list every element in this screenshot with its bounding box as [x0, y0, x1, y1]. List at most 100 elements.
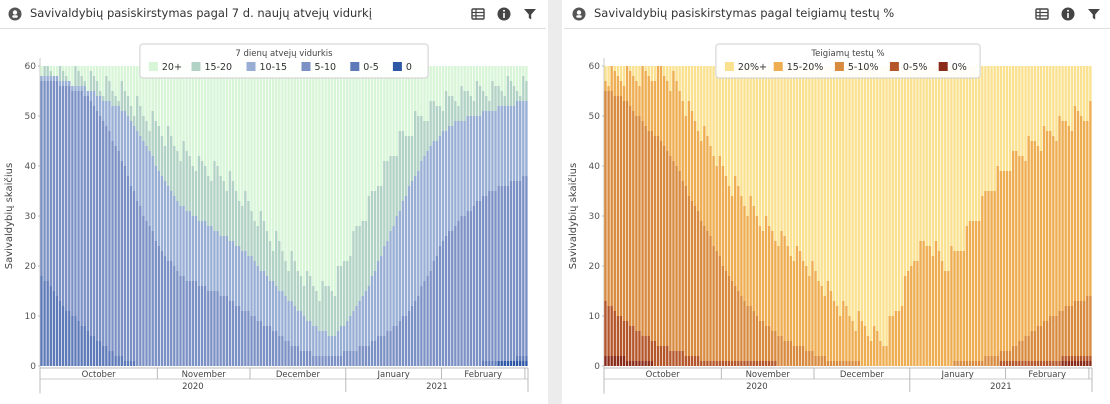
bar-segment[interactable] — [650, 81, 654, 131]
bar-segment[interactable] — [339, 66, 343, 266]
bar-segment[interactable] — [95, 111, 99, 341]
bar-segment[interactable] — [132, 66, 136, 116]
bar-segment[interactable] — [83, 86, 86, 96]
bar-segment[interactable] — [207, 226, 210, 291]
bar-segment[interactable] — [349, 256, 352, 316]
bar-segment[interactable] — [503, 186, 506, 361]
bar-segment[interactable] — [275, 331, 278, 366]
bar-segment[interactable] — [613, 311, 616, 356]
bar-segment[interactable] — [339, 356, 343, 366]
bar-segment[interactable] — [383, 336, 386, 366]
bar-segment[interactable] — [349, 351, 352, 366]
bar-segment[interactable] — [191, 216, 195, 281]
bar-segment[interactable] — [352, 231, 355, 311]
bar-segment[interactable] — [299, 66, 303, 276]
bar-segment[interactable] — [210, 226, 213, 291]
bar-segment[interactable] — [247, 256, 250, 311]
bar-segment[interactable] — [74, 316, 77, 366]
bar-segment[interactable] — [197, 156, 201, 221]
bar-segment[interactable] — [204, 221, 207, 286]
bar-segment[interactable] — [919, 241, 922, 366]
bar-segment[interactable] — [690, 66, 694, 111]
bar-segment[interactable] — [204, 166, 207, 221]
bar-segment[interactable] — [176, 271, 179, 366]
bar-segment[interactable] — [55, 296, 59, 366]
bar-segment[interactable] — [805, 351, 808, 366]
bar-segment[interactable] — [675, 66, 678, 81]
bar-segment[interactable] — [370, 66, 374, 191]
bar-segment[interactable] — [669, 66, 672, 91]
bar-segment[interactable] — [302, 316, 306, 351]
bar-segment[interactable] — [968, 361, 972, 366]
bar-segment[interactable] — [1002, 66, 1006, 171]
bar-segment[interactable] — [629, 106, 632, 326]
bar-segment[interactable] — [616, 76, 620, 96]
bar-segment[interactable] — [761, 231, 765, 321]
bar-segment[interactable] — [814, 271, 817, 356]
bar-segment[interactable] — [92, 91, 96, 106]
bar-segment[interactable] — [318, 331, 321, 356]
bar-segment[interactable] — [506, 76, 510, 106]
bar-segment[interactable] — [136, 131, 139, 201]
bar-segment[interactable] — [746, 306, 749, 361]
bar-segment[interactable] — [182, 141, 185, 206]
bar-segment[interactable] — [401, 316, 405, 366]
bar-segment[interactable] — [817, 356, 820, 366]
bar-segment[interactable] — [61, 86, 65, 306]
bar-segment[interactable] — [139, 136, 142, 206]
bar-segment[interactable] — [250, 316, 253, 366]
bar-segment[interactable] — [102, 121, 105, 346]
bar-segment[interactable] — [715, 166, 718, 251]
bar-segment[interactable] — [616, 96, 620, 316]
bar-segment[interactable] — [380, 66, 383, 186]
legend-swatch[interactable] — [148, 62, 158, 71]
bar-segment[interactable] — [1089, 356, 1092, 361]
bar-segment[interactable] — [999, 171, 1003, 351]
bar-segment[interactable] — [786, 341, 789, 366]
bar-segment[interactable] — [656, 66, 660, 136]
bar-segment[interactable] — [463, 66, 466, 91]
bar-segment[interactable] — [613, 96, 616, 311]
bar-segment[interactable] — [485, 361, 488, 366]
bar-segment[interactable] — [814, 356, 817, 366]
bar-segment[interactable] — [281, 251, 284, 291]
bar-segment[interactable] — [216, 291, 219, 366]
bar-segment[interactable] — [509, 66, 513, 81]
bar-segment[interactable] — [978, 361, 981, 366]
bar-segment[interactable] — [632, 326, 635, 361]
bar-segment[interactable] — [653, 341, 657, 366]
bar-segment[interactable] — [1033, 361, 1037, 366]
bar-segment[interactable] — [632, 361, 635, 366]
bar-segment[interactable] — [346, 351, 349, 366]
bar-segment[interactable] — [1015, 151, 1018, 346]
legend-swatch[interactable] — [724, 62, 734, 71]
bar-segment[interactable] — [481, 111, 485, 196]
bar-segment[interactable] — [500, 106, 503, 186]
legend-label[interactable]: 5-10 — [315, 62, 337, 73]
bar-segment[interactable] — [1070, 361, 1074, 366]
bar-segment[interactable] — [228, 171, 232, 241]
bar-segment[interactable] — [981, 196, 984, 361]
bar-segment[interactable] — [700, 141, 703, 221]
bar-segment[interactable] — [993, 356, 996, 366]
bar-segment[interactable] — [170, 261, 173, 366]
bar-segment[interactable] — [913, 261, 916, 366]
bar-segment[interactable] — [302, 351, 306, 366]
bar-segment[interactable] — [635, 66, 638, 81]
bar-segment[interactable] — [120, 356, 123, 366]
bar-segment[interactable] — [43, 66, 46, 76]
bar-segment[interactable] — [185, 66, 188, 151]
bar-segment[interactable] — [783, 236, 786, 341]
bar-segment[interactable] — [491, 361, 494, 366]
bar-segment[interactable] — [466, 211, 469, 366]
bar-segment[interactable] — [795, 246, 799, 346]
bar-segment[interactable] — [58, 66, 62, 81]
bar-segment[interactable] — [1064, 356, 1067, 361]
bar-segment[interactable] — [466, 91, 469, 116]
bar-segment[interactable] — [894, 66, 898, 311]
bar-segment[interactable] — [925, 246, 928, 366]
bar-segment[interactable] — [1036, 361, 1040, 366]
bar-segment[interactable] — [798, 346, 802, 366]
bar-segment[interactable] — [299, 276, 303, 311]
bar-segment[interactable] — [696, 131, 700, 211]
